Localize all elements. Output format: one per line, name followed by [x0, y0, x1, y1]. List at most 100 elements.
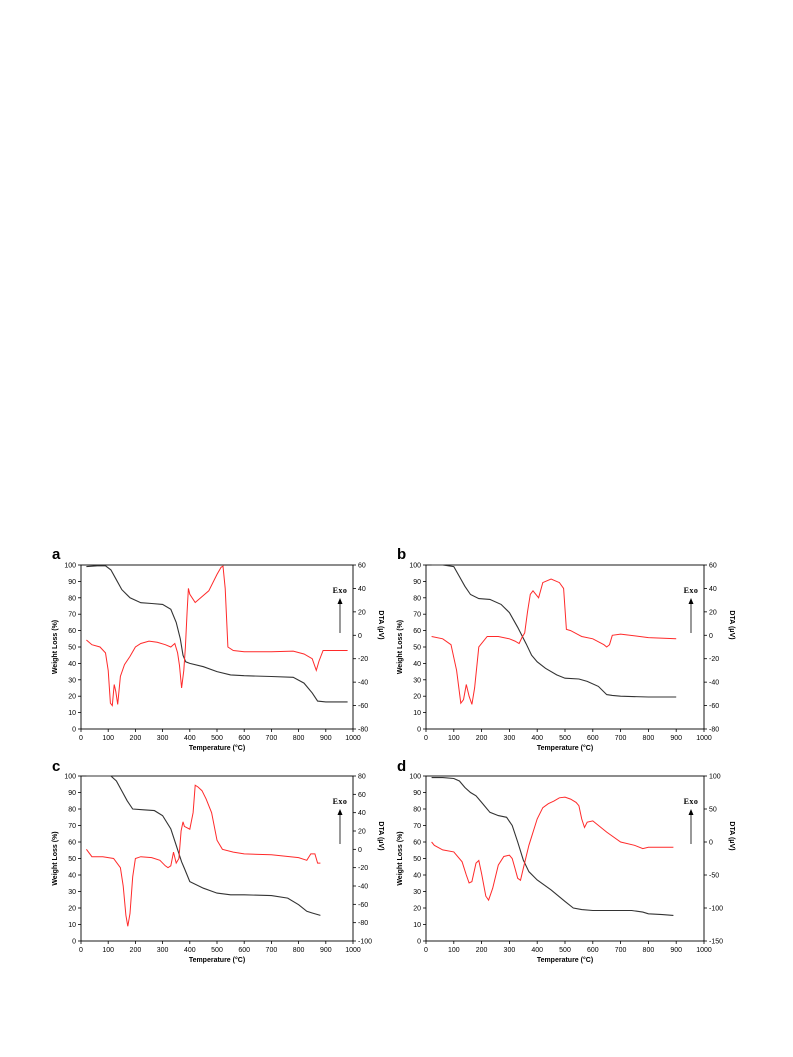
y-tick-label: 80	[413, 807, 421, 814]
exo-arrow-head	[337, 598, 343, 604]
y-tick-label: 10	[68, 922, 76, 929]
y2-axis-label: DTA (μV)	[377, 821, 384, 850]
x-tick-label: 600	[587, 735, 599, 742]
x-tick-label: 300	[157, 735, 169, 742]
exo-annotation: Exo	[333, 797, 348, 806]
x-tick-label: 200	[476, 735, 488, 742]
y-tick-label: 0	[417, 727, 421, 734]
y-tick-label: 20	[413, 906, 421, 913]
y2-tick-label: -80	[709, 727, 719, 734]
x-tick-label: 400	[184, 735, 196, 742]
x-tick-label: 1000	[696, 735, 712, 742]
x-tick-label: 600	[238, 947, 250, 954]
y2-tick-label: -60	[358, 902, 368, 909]
y2-tick-label: -20	[709, 656, 719, 663]
y-axis-label: Weight Loss (%)	[52, 831, 59, 885]
y-tick-label: 60	[413, 840, 421, 847]
y-tick-label: 80	[68, 595, 76, 602]
y-tick-label: 0	[72, 939, 76, 946]
exo-annotation: Exo	[684, 586, 699, 595]
x-tick-label: 400	[184, 947, 196, 954]
tga-series-line	[86, 565, 348, 703]
x-tick-label: 400	[531, 735, 543, 742]
exo-arrow-head	[337, 809, 343, 815]
chart-panel-a: a0 100 200 300 400 500 600 700 800 900 10000102030…	[52, 546, 384, 752]
y-tick-label: 70	[413, 823, 421, 830]
y2-tick-label: 20	[358, 609, 366, 616]
y-tick-label: 10	[413, 710, 421, 717]
y2-axis-label: DTA (μV)	[728, 821, 735, 850]
exo-annotation: Exo	[333, 586, 348, 595]
x-tick-label: 1000	[345, 947, 361, 954]
x-tick-label: 0	[79, 735, 83, 742]
y2-tick-label: 0	[709, 633, 713, 640]
y-tick-label: 100	[64, 563, 76, 570]
x-tick-label: 500	[559, 735, 571, 742]
x-tick-label: 700	[266, 947, 278, 954]
y2-tick-label: -40	[709, 680, 719, 687]
x-tick-label: 100	[448, 947, 460, 954]
x-tick-label: 400	[531, 947, 543, 954]
y-tick-label: 20	[68, 906, 76, 913]
x-tick-label: 200	[130, 735, 142, 742]
y-axis-label: Weight Loss (%)	[397, 620, 404, 674]
dta-series-line	[431, 578, 677, 705]
y-tick-label: 70	[413, 612, 421, 619]
y-tick-label: 60	[413, 628, 421, 635]
x-tick-label: 600	[238, 735, 250, 742]
y-tick-label: 70	[68, 612, 76, 619]
y-tick-label: 90	[413, 790, 421, 797]
y-axis-label: Weight Loss (%)	[52, 620, 59, 674]
x-axis-label: Temperature (°C)	[189, 956, 245, 964]
y-tick-label: 80	[68, 807, 76, 814]
dta-series-line	[86, 565, 348, 707]
y2-axis-label: DTA (μV)	[377, 610, 384, 639]
y-tick-label: 90	[68, 579, 76, 586]
exo-arrow-head	[688, 809, 694, 815]
x-tick-label: 100	[102, 947, 114, 954]
y2-tick-label: -100	[709, 906, 723, 913]
y2-tick-label: 80	[358, 774, 366, 781]
x-tick-label: 700	[266, 735, 278, 742]
y2-tick-label: 60	[358, 563, 366, 570]
y-tick-label: 50	[413, 645, 421, 652]
y-tick-label: 20	[68, 694, 76, 701]
y2-tick-label: -80	[358, 727, 368, 734]
x-axis-label: Temperature (°C)	[189, 744, 245, 752]
y2-tick-label: -40	[358, 884, 368, 891]
y2-tick-label: -50	[709, 873, 719, 880]
x-tick-label: 100	[102, 735, 114, 742]
dta-series-line	[431, 796, 674, 902]
y-tick-label: 100	[64, 774, 76, 781]
y2-tick-label: 0	[358, 633, 362, 640]
y2-tick-label: 60	[358, 792, 366, 799]
y2-axis-label: DTA (μV)	[728, 610, 735, 639]
y-tick-label: 100	[409, 774, 421, 781]
y-tick-label: 40	[413, 873, 421, 880]
y-tick-label: 30	[68, 677, 76, 684]
y2-tick-label: 40	[358, 586, 366, 593]
y-tick-label: 90	[68, 790, 76, 797]
x-tick-label: 1000	[696, 947, 712, 954]
x-tick-label: 900	[670, 947, 682, 954]
x-tick-label: 800	[643, 735, 655, 742]
y-tick-label: 70	[68, 823, 76, 830]
y-tick-label: 0	[72, 727, 76, 734]
x-tick-label: 0	[424, 947, 428, 954]
x-tick-label: 500	[211, 947, 223, 954]
tga-series-line	[86, 775, 321, 916]
panel-letter: b	[397, 546, 406, 563]
y2-tick-label: -60	[709, 703, 719, 710]
y-tick-label: 100	[409, 563, 421, 570]
y2-tick-label: -40	[358, 680, 368, 687]
y-tick-label: 50	[413, 856, 421, 863]
y2-tick-label: -60	[358, 703, 368, 710]
x-tick-label: 100	[448, 735, 460, 742]
y-tick-label: 40	[68, 873, 76, 880]
x-tick-label: 800	[293, 947, 305, 954]
x-tick-label: 200	[476, 947, 488, 954]
y-tick-label: 10	[68, 710, 76, 717]
x-tick-label: 1000	[345, 735, 361, 742]
x-axis-label: Temperature (°C)	[537, 956, 593, 964]
